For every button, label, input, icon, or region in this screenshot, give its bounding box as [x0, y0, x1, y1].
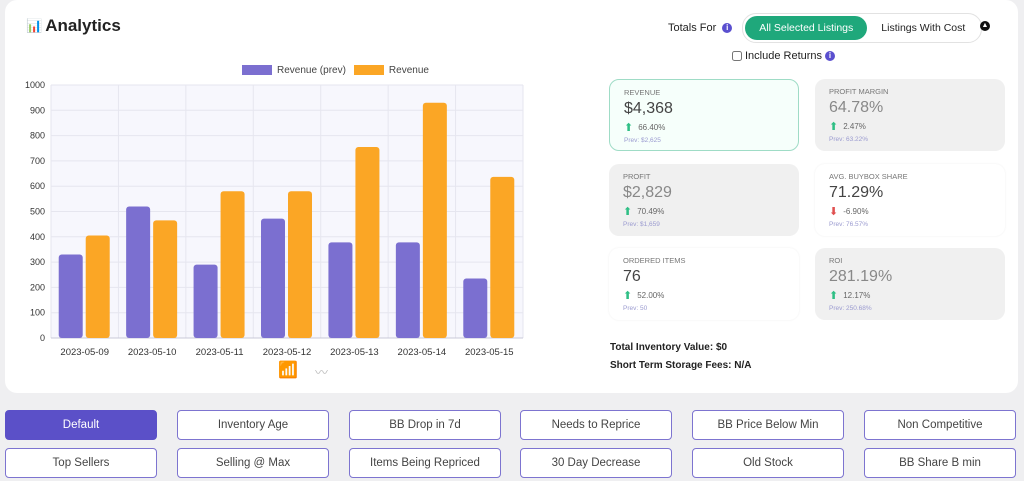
y-tick-label: 1000 [25, 80, 45, 90]
metric-change: -6.90% [843, 207, 869, 216]
metric-card-profit-margin[interactable]: Profit Margin 64.78% ⬆ 2.47% Prev: 63.22% [815, 79, 1005, 151]
y-tick-label: 200 [30, 282, 45, 292]
y-tick-label: 600 [30, 181, 45, 191]
metric-change: 12.17% [843, 291, 871, 300]
bar-revenue-prev- [395, 242, 420, 338]
bar-revenue [85, 235, 110, 338]
y-tick-label: 700 [30, 156, 45, 166]
metric-label: Revenue [624, 88, 661, 97]
y-tick-label: 100 [30, 308, 45, 318]
metric-value: 281.19% [829, 268, 893, 285]
totals-toggle[interactable]: All Selected Listings Listings With Cost [742, 13, 983, 43]
filter-button-bb-price-below-min[interactable]: BB Price Below Min [692, 410, 844, 440]
bar-revenue [490, 176, 515, 338]
metric-prev: Prev: $1,659 [623, 221, 660, 228]
bar-revenue-prev- [58, 254, 83, 338]
metric-change: 52.00% [637, 291, 665, 300]
y-tick-label: 400 [30, 232, 45, 242]
info-icon[interactable]: i [825, 51, 836, 61]
bar-revenue [153, 220, 178, 338]
short-term-storage-fees: Short Term Storage Fees: N/A [610, 360, 752, 371]
filter-button-inventory-age[interactable]: Inventory Age [177, 410, 329, 440]
bar-revenue-prev- [193, 264, 218, 338]
filter-button-old-stock[interactable]: Old Stock [692, 448, 844, 478]
filter-button-selling-max[interactable]: Selling @ Max [177, 448, 329, 478]
y-tick-label: 300 [30, 257, 45, 267]
metric-label: Ordered Items [623, 256, 686, 265]
arrow-down-icon: ⬇ [829, 206, 839, 218]
metric-value: $4,368 [624, 100, 673, 117]
x-tick-label: 2023-05-10 [128, 347, 177, 358]
filter-button-bb-drop-in-7d[interactable]: BB Drop in 7d [349, 410, 501, 440]
metric-card-revenue[interactable]: Revenue $4,368 ⬆ 66.40% Prev: $2,625 [609, 79, 799, 151]
page-title: 📊 Analytics [26, 16, 121, 35]
arrow-up-icon: ⬆ [829, 121, 839, 133]
x-tick-label: 2023-05-12 [263, 347, 312, 358]
metric-value: 76 [623, 268, 641, 285]
metric-prev: Prev: 63.22% [829, 136, 869, 143]
filter-button-bb-share-b-min[interactable]: BB Share B min [864, 448, 1016, 478]
include-returns[interactable]: Include Returns i [732, 50, 836, 62]
x-tick-label: 2023-05-13 [330, 347, 379, 358]
x-tick-label: 2023-05-09 [60, 347, 109, 358]
metric-label: Profit Margin [829, 87, 889, 96]
legend-item-revenue[interactable]: Revenue [353, 65, 429, 76]
bar-revenue-prev- [463, 278, 488, 338]
metric-prev: Prev: $2,625 [624, 137, 661, 144]
line-chart-icon[interactable]: 〰 [315, 365, 329, 380]
filter-button-default[interactable]: Default [5, 410, 157, 440]
arrow-up-icon: ⬆ [829, 290, 839, 302]
arrow-up-icon: ⬆ [623, 206, 633, 218]
metric-change: 2.47% [843, 122, 866, 131]
x-tick-label: 2023-05-11 [196, 347, 244, 358]
metric-card-roi[interactable]: ROI 281.19% ⬆ 12.17% Prev: 250.68% [815, 248, 1005, 320]
filter-button-items-being-repriced[interactable]: Items Being Repriced [349, 448, 501, 478]
filter-button-top-sellers[interactable]: Top Sellers [5, 448, 157, 478]
bar-revenue [288, 191, 312, 338]
bar-revenue-prev- [328, 242, 353, 338]
toggle-all-selected-listings[interactable]: All Selected Listings [745, 16, 868, 40]
metric-change: 70.49% [637, 207, 665, 216]
metric-value: 64.78% [829, 99, 884, 116]
metric-card-avg-buybox-share[interactable]: Avg. Buybox Share 71.29% ⬇ -6.90% Prev: 7… [815, 164, 1005, 236]
toggle-listings-with-cost[interactable]: Listings With Cost [881, 22, 966, 34]
y-tick-label: 900 [30, 105, 45, 115]
bar-revenue [355, 146, 380, 338]
arrow-up-icon: ⬆ [624, 122, 634, 134]
y-tick-label: 0 [40, 333, 45, 343]
arrow-up-icon: ⬆ [623, 290, 633, 302]
metric-value: $2,829 [623, 184, 672, 201]
bar-revenue-prev- [126, 206, 151, 338]
metric-prev: Prev: 76.57% [829, 221, 869, 228]
info-icon[interactable]: i [722, 23, 733, 33]
bar-revenue-prev- [261, 218, 285, 338]
metric-value: 71.29% [829, 184, 884, 201]
y-tick-label: 500 [30, 207, 45, 217]
bar-revenue [220, 191, 245, 338]
analytics-icon: 📊 [26, 18, 43, 33]
bar-revenue [422, 102, 447, 339]
y-tick-label: 800 [30, 131, 45, 141]
metric-card-profit[interactable]: Profit $2,829 ⬆ 70.49% Prev: $1,659 [609, 164, 799, 236]
total-inventory-value: Total Inventory Value: $0 [610, 342, 728, 353]
revenue-bar-chart: 0 100 200 300 400 500 600 700 800 900 1000 2023-05-… [25, 80, 524, 358]
filter-button-30-day-decrease[interactable]: 30 Day Decrease [520, 448, 672, 478]
collapse-icon[interactable]: ▲ [980, 21, 990, 31]
chart-legend: Revenue (prev) Revenue [242, 65, 429, 76]
legend-item-revenue-prev[interactable]: Revenue (prev) [242, 65, 346, 76]
metric-label: Profit [623, 172, 651, 181]
metric-change: 66.40% [638, 123, 666, 132]
x-tick-label: 2023-05-14 [398, 347, 447, 358]
metric-label: Avg. Buybox Share [829, 172, 908, 181]
bar-chart-icon[interactable]: 📶 [278, 362, 298, 379]
include-returns-checkbox[interactable] [732, 51, 742, 61]
totals-for: Totals For i All Selected Listings Listi… [668, 13, 983, 43]
filter-button-non-competitive[interactable]: Non Competitive [864, 410, 1016, 440]
metric-label: ROI [829, 256, 843, 265]
filter-button-needs-to-reprice[interactable]: Needs to Reprice [520, 410, 672, 440]
metric-prev: Prev: 250.68% [829, 305, 872, 312]
metric-prev: Prev: 50 [623, 305, 648, 312]
metric-card-ordered-items[interactable]: Ordered Items 76 ⬆ 52.00% Prev: 50 [609, 248, 799, 320]
x-tick-label: 2023-05-15 [465, 347, 514, 358]
